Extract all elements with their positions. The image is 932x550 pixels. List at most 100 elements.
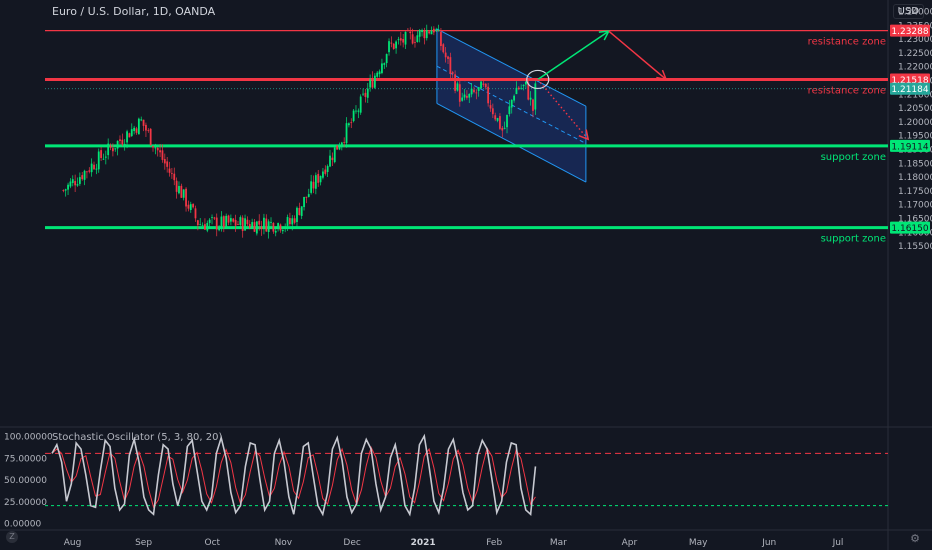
candle-body	[123, 143, 126, 146]
candle-body	[288, 218, 291, 225]
candle-body	[126, 131, 128, 143]
candle-body	[300, 206, 303, 216]
candle-body	[515, 87, 518, 95]
candle-body	[329, 155, 331, 167]
candle-body	[104, 156, 107, 158]
candle-body	[253, 222, 256, 232]
candle-body	[482, 83, 485, 85]
candle-body	[347, 123, 350, 126]
candle-body	[454, 74, 456, 91]
candle-body	[340, 142, 343, 147]
projection-arrow	[537, 30, 610, 81]
price-tick-label: 1.21000	[898, 90, 932, 100]
candle-body	[147, 129, 150, 131]
candle-body	[510, 99, 513, 108]
price-label-box	[890, 82, 930, 95]
arrow-head	[578, 129, 590, 141]
time-tick-label: 2021	[411, 538, 436, 548]
price-tick-label: 1.18500	[898, 159, 932, 169]
candle-body	[248, 224, 251, 228]
candle-body	[130, 129, 133, 137]
currency-button[interactable]: USD	[892, 4, 924, 19]
candle-body	[449, 57, 452, 74]
candle-body	[119, 139, 121, 141]
candle-body	[440, 32, 442, 46]
candle-body	[83, 170, 86, 180]
channel-upper-line	[436, 28, 587, 107]
candle-body	[293, 218, 296, 223]
candle-body	[204, 224, 206, 230]
candle-body	[180, 185, 183, 198]
stochastic-d-line	[51, 445, 536, 509]
price-label-text: 1.16150	[891, 224, 928, 234]
candle-body	[350, 122, 353, 124]
channel-lower-line	[436, 103, 587, 183]
price-label-text: 1.23288	[891, 27, 928, 37]
candle-body	[227, 215, 230, 223]
candle-body	[237, 224, 239, 225]
arrow-head	[656, 69, 668, 81]
stochastic-k-line	[51, 433, 537, 517]
candle-body	[364, 92, 367, 97]
candle-body	[194, 208, 197, 219]
time-tick-label: Jul	[832, 538, 844, 548]
price-tick-label: 1.16500	[898, 215, 932, 225]
candle-body	[189, 204, 192, 210]
candle-body	[444, 52, 447, 58]
time-tick-label: Jun	[761, 538, 776, 548]
oscillator-title: Stochastic Oscillator (5, 3, 80, 20)	[52, 432, 223, 443]
candle-body	[305, 196, 308, 198]
candle-body	[208, 219, 211, 223]
candle-body	[447, 56, 449, 59]
candle-body	[480, 81, 482, 89]
candle-body	[529, 97, 532, 100]
candle-body	[263, 217, 265, 228]
time-tick-label: Nov	[275, 538, 293, 548]
time-tick-label: Oct	[205, 538, 221, 548]
candle-body	[418, 29, 421, 37]
candle-body	[215, 217, 218, 230]
candle-body	[508, 106, 511, 115]
candle-body	[336, 145, 338, 150]
candle-body	[267, 221, 270, 233]
candle-body	[390, 42, 393, 44]
candle-body	[428, 31, 431, 34]
candle-body	[175, 180, 178, 192]
candle-body	[173, 173, 176, 181]
candle-body	[90, 163, 93, 173]
candle-body	[277, 223, 279, 230]
price-tick-label: 1.23000	[898, 35, 932, 45]
candle-body	[324, 169, 327, 174]
candle-body	[395, 41, 397, 49]
candle-body	[489, 105, 492, 109]
candle-body	[322, 171, 324, 178]
candle-body	[388, 41, 390, 53]
gear-icon[interactable]: ⚙	[910, 532, 920, 545]
candle-body	[114, 148, 117, 150]
candle-body	[296, 207, 298, 222]
candle-body	[69, 181, 72, 187]
candle-body	[234, 219, 237, 226]
candle-body	[326, 166, 329, 173]
time-tick-label: Dec	[343, 538, 360, 548]
candle-body	[385, 54, 388, 64]
candle-body	[411, 34, 414, 44]
candle-body	[345, 123, 348, 144]
candle-body	[97, 151, 100, 170]
candle-body	[451, 72, 454, 74]
oscillator-tick-label: 75.00000	[4, 454, 47, 464]
candle-body	[357, 110, 360, 112]
candle-body	[373, 75, 376, 88]
tradingview-logo[interactable]: Z	[6, 531, 18, 543]
candle-body	[435, 29, 438, 31]
candle-body	[298, 207, 301, 216]
time-tick-label: Feb	[486, 538, 502, 548]
candle-body	[310, 181, 313, 193]
price-label-text: 1.21518	[891, 76, 928, 86]
candle-body	[213, 217, 216, 219]
candle-body	[442, 44, 445, 53]
price-tick-label: 1.15500	[898, 242, 932, 252]
time-tick-label: Sep	[135, 538, 152, 548]
candle-body	[260, 226, 263, 230]
